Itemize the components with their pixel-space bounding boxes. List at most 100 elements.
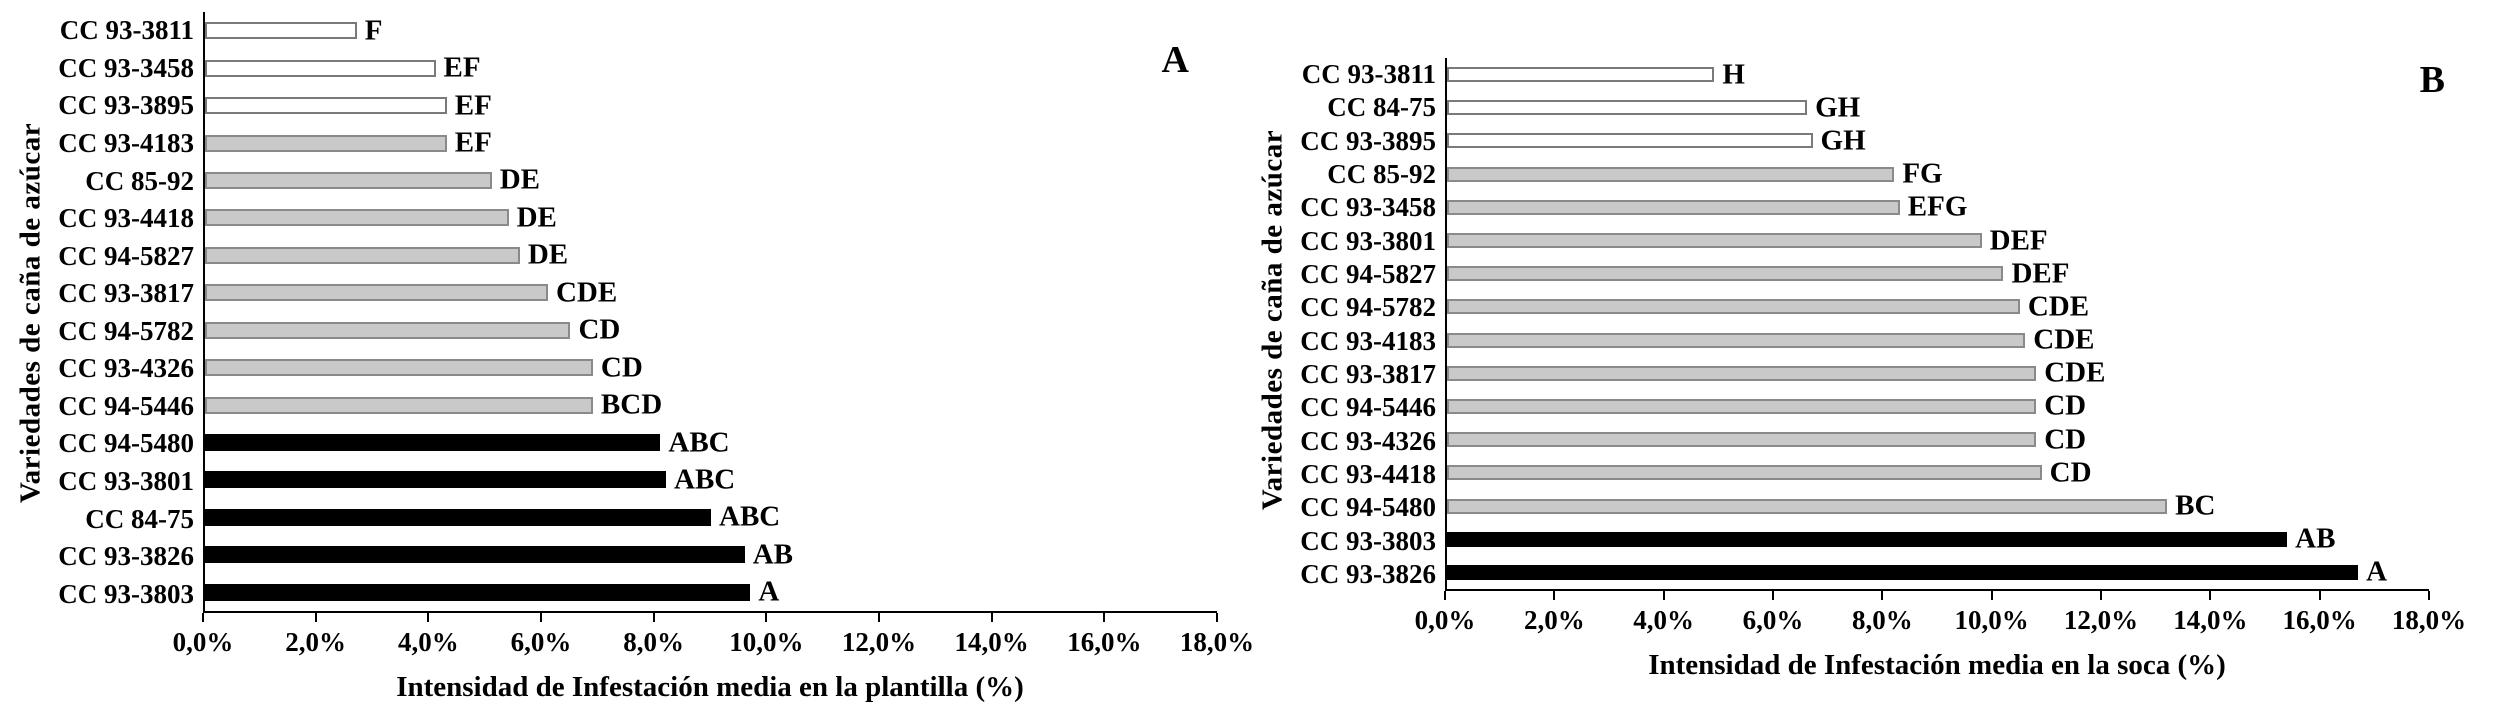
chart-area: CC 93-3811 CC 93-3458 CC 93-3895 CC 93-4183… xyxy=(58,0,1254,727)
significance-letter: DEF xyxy=(1989,224,2048,257)
bar xyxy=(1447,233,1982,249)
bar-row: CD xyxy=(205,349,1217,386)
significance-letter: DE xyxy=(516,201,557,234)
bar xyxy=(1447,266,2004,282)
plot-area: A F EF EF EF DE DE DE CDE CD CD BCD ABC ABC ABC AB A xyxy=(203,12,1217,613)
y-axis-labels: CC 93-3811 CC 84-75 CC 93-3895 CC 85-92 CC 9… xyxy=(1298,58,1445,591)
significance-letter: FG xyxy=(1902,157,1943,190)
significance-letter: BCD xyxy=(600,388,663,421)
category-label: CC 93-3817 xyxy=(58,278,194,309)
bar xyxy=(1447,531,2288,547)
significance-letter: DEF xyxy=(2011,257,2070,290)
category-label: CC 93-3895 xyxy=(58,90,194,121)
significance-letter: EF xyxy=(443,51,481,84)
significance-letter: DE xyxy=(527,238,569,271)
significance-letter: EF xyxy=(454,89,492,122)
panel-letter: A xyxy=(1161,39,1189,81)
significance-letter: ABC xyxy=(719,500,781,533)
category-label: CC 84-75 xyxy=(1327,92,1436,123)
bar-row: CDE xyxy=(1447,290,2429,323)
axis-tick xyxy=(539,613,542,622)
bar xyxy=(205,359,593,377)
bar-row: ABC xyxy=(205,424,1217,461)
significance-letter: A xyxy=(2366,555,2388,588)
y-axis-labels: CC 93-3811 CC 93-3458 CC 93-3895 CC 93-4183… xyxy=(58,12,203,613)
significance-letter: H xyxy=(1722,58,1745,91)
bar-row: ABC xyxy=(205,461,1217,498)
bar-row: F xyxy=(205,12,1217,49)
category-label: CC 93-4183 xyxy=(58,127,194,158)
bar-row: AB xyxy=(205,536,1217,573)
chart-row: CC 93-3811 CC 84-75 CC 93-3895 CC 85-92 CC 9… xyxy=(1298,58,2445,591)
significance-letter: EF xyxy=(454,126,492,159)
category-label: CC 93-3826 xyxy=(58,541,194,572)
axis-tick-label: 14,0% xyxy=(954,627,1029,657)
axis-tick xyxy=(1103,613,1106,622)
significance-letter: ABC xyxy=(668,426,730,459)
bar xyxy=(205,434,661,452)
axis-tick-label: 16,0% xyxy=(2282,605,2357,635)
category-label: CC 93-4326 xyxy=(1300,425,1436,456)
category-label: CC 94-5480 xyxy=(58,428,194,459)
bar xyxy=(205,134,447,152)
axis-tick xyxy=(2099,591,2102,600)
bar xyxy=(1447,498,2168,514)
axis-tick-label: 2,0% xyxy=(285,627,347,657)
bar xyxy=(1447,133,1813,149)
significance-letter: DE xyxy=(499,163,541,196)
category-label: CC 94-5446 xyxy=(1300,392,1436,423)
axis-tick-label: 4,0% xyxy=(397,627,459,657)
category-label: CC 93-3803 xyxy=(1300,525,1436,556)
bar-row: GH xyxy=(1447,91,2429,124)
category-label: CC 93-4418 xyxy=(58,203,194,234)
significance-letter: CD xyxy=(2044,389,2087,422)
bar xyxy=(1447,332,2026,348)
axis-tick xyxy=(2209,591,2212,600)
y-axis-title-column: Variedades de caña de azúcar xyxy=(0,0,62,727)
bar xyxy=(205,546,745,564)
bar-row: DEF xyxy=(1447,257,2429,290)
bar-row: H xyxy=(1447,58,2429,91)
bar-row: CD xyxy=(1447,423,2429,456)
bar xyxy=(205,97,447,115)
axis-tick xyxy=(1662,591,1665,600)
bar-row: A xyxy=(205,574,1217,611)
bar xyxy=(205,471,667,489)
bar-row: CD xyxy=(205,312,1217,349)
significance-letter: CDE xyxy=(2033,323,2095,356)
bar-row: BC xyxy=(1447,489,2429,522)
category-label: CC 93-3811 xyxy=(59,15,194,46)
top-spacer xyxy=(62,0,1217,12)
bar-row: EF xyxy=(205,87,1217,124)
category-label: CC 93-3801 xyxy=(58,466,194,497)
axis-tick-label: 6,0% xyxy=(1742,605,1804,635)
bar-row: CDE xyxy=(205,274,1217,311)
category-label: CC 93-3895 xyxy=(1300,125,1436,156)
bar-row: ABC xyxy=(205,499,1217,536)
bar xyxy=(1447,199,1900,215)
significance-letter: BC xyxy=(2175,489,2216,522)
bar-row: FG xyxy=(1447,158,2429,191)
significance-letter: GH xyxy=(1815,91,1861,124)
bar xyxy=(205,321,571,339)
y-axis-title: Variedades de caña de azúcar xyxy=(1256,129,1289,510)
axis-tick-label: 8,0% xyxy=(623,627,685,657)
axis-tick xyxy=(202,613,204,622)
axis-tick-label: 10,0% xyxy=(729,627,804,657)
bar xyxy=(205,284,548,302)
top-spacer xyxy=(1298,0,2429,58)
axis-tick-label: 6,0% xyxy=(510,627,572,657)
category-label: CC 94-5782 xyxy=(1300,292,1436,323)
x-axis-title: Intensidad de Infestación media en la pl… xyxy=(396,671,1024,703)
axis-tick xyxy=(1771,591,1774,600)
significance-letter: AB xyxy=(2295,522,2336,555)
axis-tick-label: 8,0% xyxy=(1851,605,1913,635)
axis-tick-label: 0,0% xyxy=(1414,605,1476,635)
bar xyxy=(205,209,509,227)
axis-tick xyxy=(1553,591,1556,600)
axis-tick-label: 10,0% xyxy=(1954,605,2029,635)
category-label: CC 93-4418 xyxy=(1300,458,1436,489)
x-axis-title: Intensidad de Infestación media en la so… xyxy=(1648,649,2226,681)
axis-tick xyxy=(2428,591,2430,600)
